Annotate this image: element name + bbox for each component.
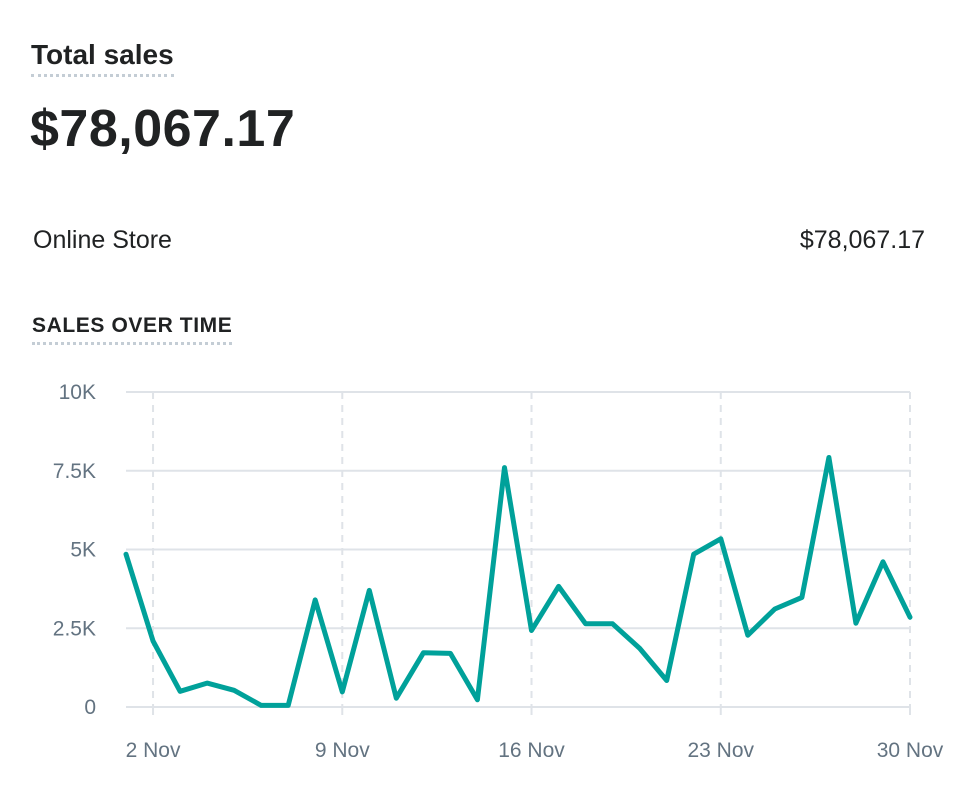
x-tick-label: 9 Nov — [315, 739, 370, 762]
sales-chart: 0 2.5K 5K 7.5K 10K 2 Nov 9 Nov 16 Nov 23 Nov 30 … — [0, 360, 958, 780]
y-tick-label: 5K — [70, 539, 96, 562]
breakdown-row-online-store: Online Store $78,067.17 — [33, 224, 925, 256]
breakdown-label: Online Store — [33, 226, 172, 254]
card-title[interactable]: Total sales — [31, 38, 174, 77]
breakdown-value: $78,067.17 — [799, 226, 925, 254]
total-sales-value: $78,067.17 — [30, 100, 296, 158]
y-tick-label: 2.5K — [53, 617, 96, 640]
x-tick-label: 2 Nov — [126, 739, 181, 762]
sales-chart-svg: 0 2.5K 5K 7.5K 10K 2 Nov 9 Nov 16 Nov 23 Nov 30 … — [53, 381, 944, 762]
y-tick-label: 10K — [59, 381, 96, 404]
y-tick-label: 0 — [84, 696, 96, 719]
sales-series-line[interactable] — [123, 455, 913, 708]
y-tick-label: 7.5K — [53, 460, 96, 483]
x-tick-label: 16 Nov — [498, 739, 565, 762]
sales-over-time-heading[interactable]: SALES OVER TIME — [32, 313, 233, 345]
x-tick-label: 23 Nov — [687, 739, 754, 762]
x-tick-label: 30 Nov — [877, 739, 944, 762]
